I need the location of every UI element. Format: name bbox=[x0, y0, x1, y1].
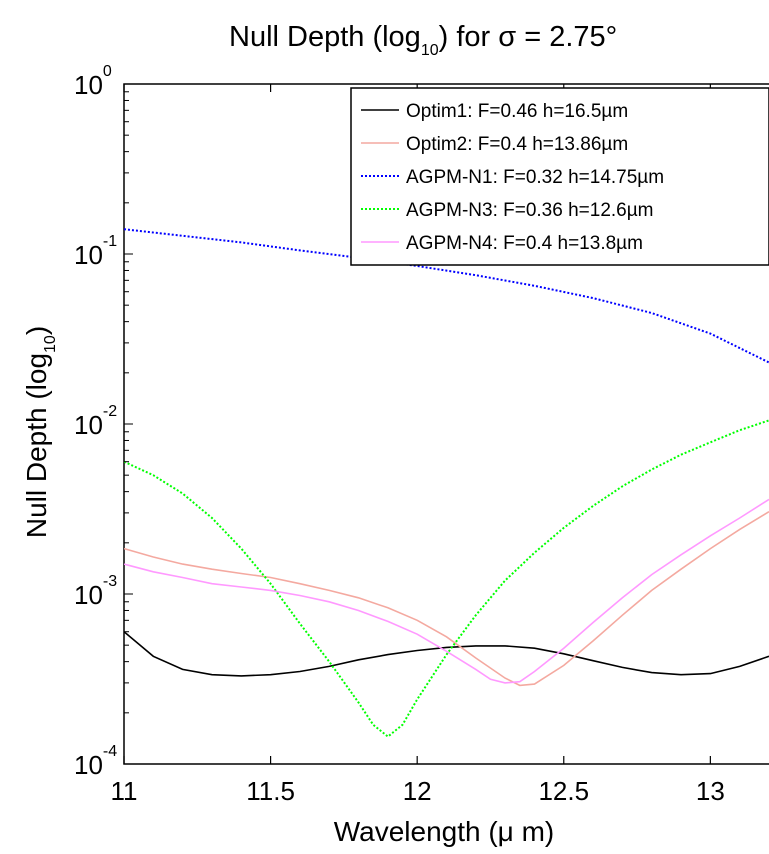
series-line-1 bbox=[124, 631, 769, 677]
x-tick-label: 11.5 bbox=[246, 776, 295, 806]
series-line-5 bbox=[124, 498, 769, 684]
y-tick-label: 10-4 bbox=[74, 743, 117, 780]
legend-label: AGPM-N3: F=0.36 h=12.6µm bbox=[406, 200, 654, 221]
x-axis-title: Wavelength (μ m) bbox=[334, 816, 555, 847]
x-tick-label: 12 bbox=[403, 776, 432, 806]
legend-label: Optim1: F=0.46 h=16.5µm bbox=[406, 101, 628, 122]
legend-box bbox=[350, 87, 769, 266]
x-tick-label: 11 bbox=[111, 776, 138, 806]
legend-item: Optim2: F=0.4 h=13.86µm bbox=[361, 134, 628, 155]
x-tick-label: 13 bbox=[696, 776, 725, 806]
y-axis-title-rest: ) bbox=[21, 326, 52, 335]
legend-item: AGPM-N3: F=0.36 h=12.6µm bbox=[361, 200, 654, 221]
y-axis-title-main: Null Depth (log bbox=[21, 353, 52, 538]
legend: Optim1: F=0.46 h=16.5µm Optim2: F=0.4 h=1… bbox=[350, 87, 769, 266]
legend-label: Optim2: F=0.4 h=13.86µm bbox=[406, 134, 628, 155]
legend-item: Optim1: F=0.46 h=16.5µm bbox=[361, 101, 628, 122]
x-tick-labels: 11 11.5 12 12.5 13 bbox=[111, 776, 725, 806]
y-tick-label: 100 bbox=[74, 63, 112, 100]
y-tick-label: 10-1 bbox=[74, 233, 117, 270]
legend-label: AGPM-N1: F=0.32 h=14.75µm bbox=[406, 167, 664, 188]
y-axis-title-subscript: 10 bbox=[42, 335, 59, 353]
y-axis-title: Null Depth (log10) bbox=[21, 326, 59, 538]
legend-item: AGPM-N1: F=0.32 h=14.75µm bbox=[361, 167, 664, 188]
series-layer bbox=[124, 228, 769, 738]
y-tick-label: 10-3 bbox=[74, 573, 117, 610]
legend-items: Optim1: F=0.46 h=16.5µm Optim2: F=0.4 h=1… bbox=[361, 101, 664, 254]
legend-label: AGPM-N4: F=0.4 h=13.8µm bbox=[406, 233, 643, 254]
y-tick-label: 10-2 bbox=[74, 403, 117, 440]
series-line-3 bbox=[124, 228, 769, 364]
chart-title-subscript: 10 bbox=[421, 42, 439, 59]
chart-title-rest: ) for σ = 2.75° bbox=[439, 21, 618, 53]
series-line-2 bbox=[124, 511, 769, 687]
chart-title: Null Depth (log10) for σ = 2.75° bbox=[229, 21, 617, 59]
y-tick-labels: 10-4 10-3 10-2 10-1 100 bbox=[74, 63, 117, 780]
chart-title-main: Null Depth (log bbox=[229, 21, 421, 53]
x-tick-label: 12.5 bbox=[538, 776, 589, 806]
legend-item: AGPM-N4: F=0.4 h=13.8µm bbox=[361, 233, 643, 254]
